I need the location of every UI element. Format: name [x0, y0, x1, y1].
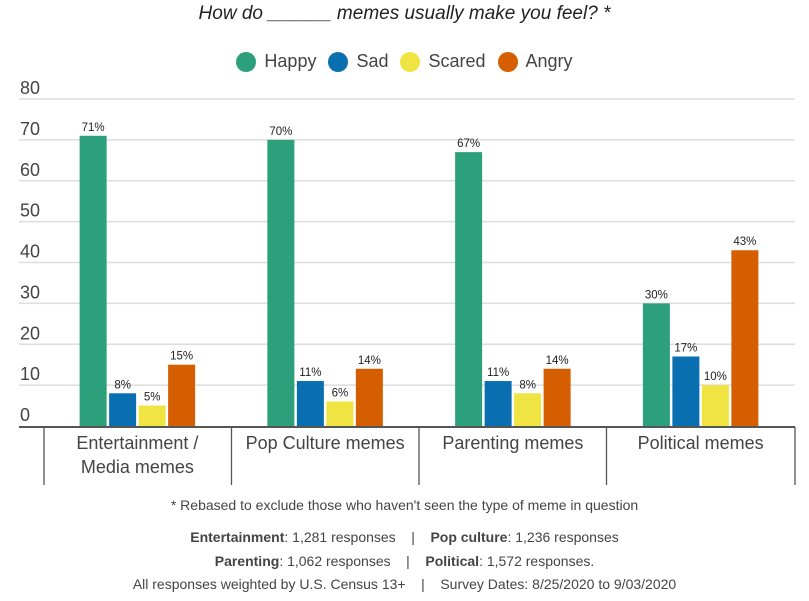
legend-label: Scared	[428, 51, 486, 71]
footnote: * Rebased to exclude those who haven't s…	[170, 497, 639, 513]
y-tick-label: 70	[20, 119, 40, 139]
label: Entertainment	[190, 529, 285, 545]
bar-sad	[672, 356, 700, 426]
data-label: 67%	[457, 138, 480, 150]
data-label: 14%	[546, 355, 569, 367]
data-label: 5%	[144, 392, 161, 404]
separator: |	[421, 576, 425, 592]
legend-swatch	[400, 51, 421, 72]
legend-swatch	[497, 51, 518, 72]
y-tick-label: 40	[20, 242, 40, 262]
bar-angry	[355, 368, 383, 426]
legend-swatch	[328, 51, 349, 72]
footer-line-3: All responses weighted by U.S. Census 13…	[0, 576, 809, 592]
y-tick-label: 60	[20, 160, 40, 180]
legend-label: Sad	[356, 51, 389, 71]
legend-label: Happy	[264, 51, 317, 71]
bar-chart: 0 10 20 30 40 50 60 70 80 71% 8% 5% 15% Entertainment…	[19, 78, 796, 485]
footer-line-2: Parenting: 1,062 responses | Political: …	[0, 553, 809, 569]
value: : 1,062 responses	[279, 553, 391, 569]
bar-happy	[79, 135, 107, 426]
data-label: 71%	[82, 122, 105, 134]
data-label: 8%	[519, 379, 536, 391]
x-category-label: Entertainment / Media memes	[76, 433, 198, 477]
separator: |	[411, 529, 415, 545]
legend-item: Angry	[497, 51, 573, 72]
bar-sad	[296, 381, 324, 426]
bar-sad	[109, 393, 137, 426]
legend-item: Sad	[328, 51, 388, 72]
y-tick-label: 30	[20, 282, 40, 302]
y-tick-label: 20	[20, 323, 40, 343]
footer-line-1: Entertainment: 1,281 responses | Pop cul…	[0, 529, 809, 545]
x-category-label: Political memes	[638, 433, 764, 453]
y-tick-label: 10	[20, 364, 40, 384]
data-label: 11%	[299, 367, 321, 379]
bar-scared	[326, 401, 354, 426]
legend: Happy Sad Scared Angry	[0, 51, 809, 72]
data-label: 15%	[170, 351, 193, 363]
legend-label: Angry	[525, 51, 573, 71]
data-label: 70%	[269, 126, 292, 138]
bar-happy	[267, 139, 295, 426]
data-label: 43%	[733, 236, 756, 248]
data-label: 14%	[358, 355, 381, 367]
chart-title: How do ______ memes usually make you fee…	[198, 3, 611, 24]
y-tick-label: 80	[20, 78, 40, 98]
y-tick-label: 50	[20, 201, 40, 221]
data-label: 17%	[674, 343, 697, 355]
bar-scared	[701, 385, 729, 426]
bar-angry	[168, 364, 196, 426]
bar-sad	[484, 381, 512, 426]
legend-swatch	[236, 51, 257, 72]
value: : 1,572 responses.	[479, 553, 595, 569]
bar-scared	[514, 393, 542, 426]
y-tick-label: 0	[20, 405, 30, 425]
data-label: 10%	[704, 371, 727, 383]
label: Pop culture	[430, 529, 508, 545]
value: : 1,236 responses	[507, 529, 619, 545]
bar-angry	[543, 368, 571, 426]
data-label: 6%	[332, 387, 349, 399]
bar-happy	[455, 152, 483, 426]
value: : 1,281 responses	[284, 529, 396, 545]
survey-dates: Survey Dates: 8/25/2020 to 9/03/2020	[440, 576, 677, 592]
legend-item: Scared	[400, 51, 486, 72]
legend-item: Happy	[236, 51, 316, 72]
bar-angry	[731, 250, 759, 426]
data-label: 11%	[487, 367, 509, 379]
x-category-label: Parenting memes	[442, 433, 583, 453]
label: Political	[425, 553, 480, 569]
separator: |	[406, 553, 410, 569]
bar-happy	[642, 303, 670, 426]
x-category-label: Pop Culture memes	[246, 433, 405, 453]
data-label: 8%	[114, 379, 131, 391]
weighting-note: All responses weighted by U.S. Census 13…	[132, 576, 406, 592]
bar-scared	[138, 405, 166, 426]
data-label: 30%	[645, 289, 668, 301]
label: Parenting	[214, 553, 280, 569]
